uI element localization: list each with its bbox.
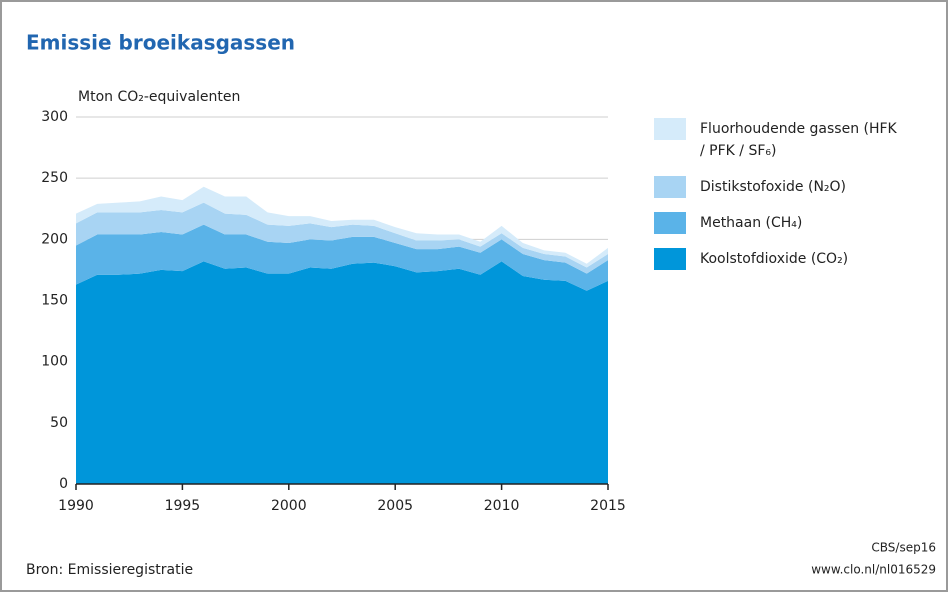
legend-item: Koolstofdioxide (CO₂) (654, 248, 914, 270)
x-tick-label: 1995 (165, 498, 201, 514)
area (76, 261, 608, 484)
x-tick-label: 2015 (590, 498, 626, 514)
x-tick-label: 1990 (58, 498, 94, 514)
y-tick-label: 300 (41, 109, 68, 125)
legend-swatch (654, 248, 686, 270)
legend-label: Koolstofdioxide (CO₂) (700, 251, 849, 267)
y-tick-label: 200 (41, 231, 68, 247)
y-tick-label: 150 (41, 293, 68, 309)
y-axis-label: Mton CO₂-equivalenten (78, 89, 240, 105)
area (76, 202, 608, 274)
chart-title: Emissie broeikasgassen (26, 31, 295, 55)
y-tick-label: 50 (50, 415, 68, 431)
legend-label: Distikstofoxide (N₂O) (700, 179, 847, 195)
legend-swatch (654, 176, 686, 198)
legend-swatch (654, 212, 686, 234)
area (76, 186, 608, 268)
legend-item: Distikstofoxide (N₂O) (654, 176, 914, 198)
x-tick-label: 2000 (271, 498, 307, 514)
x-tick-label: 2010 (484, 498, 520, 514)
legend-swatch (654, 118, 686, 140)
source: Bron: Emissieregistratie (26, 562, 193, 578)
legend-label: Methaan (CH₄) (700, 215, 803, 231)
legend: Fluorhoudende gassen (HFK / PFK / SF₆) Di… (654, 118, 914, 284)
x-tick-label: 2005 (377, 498, 413, 514)
legend-item: Methaan (CH₄) (654, 212, 914, 234)
y-tick-label: 250 (41, 170, 68, 186)
legend-label: Fluorhoudende gassen (HFK / PFK / SF₆) (700, 121, 897, 159)
y-tick-label: 0 (59, 476, 68, 492)
area (76, 224, 608, 291)
legend-item: Fluorhoudende gassen (HFK / PFK / SF₆) (654, 118, 914, 162)
y-tick-label: 100 (41, 354, 68, 370)
credit: CBS/sep16 (871, 541, 936, 555)
url: www.clo.nl/nl016529 (811, 563, 936, 577)
